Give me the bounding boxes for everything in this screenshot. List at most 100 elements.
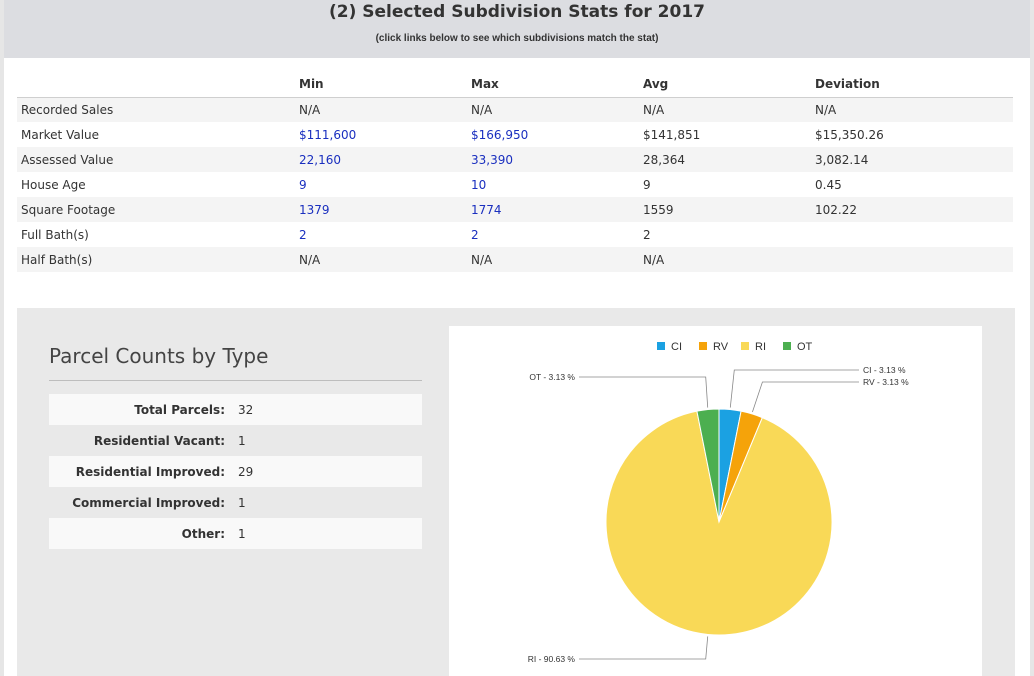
stat-min-cell: $111,600	[295, 122, 467, 147]
legend-label-ci: CI	[671, 341, 682, 353]
column-header-min: Min	[295, 71, 467, 98]
stat-dev-value: 0.45	[815, 177, 842, 192]
stats-row: Assessed Value 22,160 33,390 28,364 3,082.14	[17, 147, 1013, 172]
stat-label: Half Bath(s)	[17, 247, 295, 272]
title-divider	[49, 380, 422, 381]
stats-row: Full Bath(s) 2 2 2	[17, 222, 1013, 247]
stat-max-link[interactable]: 10	[471, 177, 487, 192]
stats-row: House Age 9 10 9 0.45	[17, 172, 1013, 197]
stats-table: Min Max Avg Deviation Recorded Sales N/A N…	[17, 71, 1013, 272]
stats-row: Recorded Sales N/A N/A N/A N/A	[17, 97, 1013, 122]
legend-label-rv: RV	[713, 341, 729, 353]
stat-min-value: N/A	[295, 247, 467, 272]
stat-label: Square Footage	[17, 197, 295, 222]
stats-row: Half Bath(s) N/A N/A N/A	[17, 247, 1013, 272]
page-subtitle: (click links below to see which subdivis…	[375, 33, 659, 44]
parcel-count-row: Other: 1	[49, 518, 422, 549]
stat-avg-value: 28,364	[639, 147, 811, 172]
stat-max-cell: 10	[467, 172, 639, 197]
stat-max-cell: 2	[467, 222, 639, 247]
leader-line-ri	[579, 636, 709, 660]
pie-slice-ri[interactable]	[605, 410, 833, 636]
stat-min-cell: 1379	[295, 197, 467, 222]
stat-min-link[interactable]: $111,600	[299, 127, 357, 142]
parcel-count-row: Commercial Improved: 1	[49, 487, 422, 518]
parcel-count-label: Residential Vacant:	[93, 433, 225, 448]
stat-label: Full Bath(s)	[21, 227, 89, 242]
leader-line-ci	[729, 369, 859, 408]
right-gutter	[1030, 0, 1034, 676]
stat-min-link[interactable]: 9	[299, 177, 307, 192]
left-gutter	[0, 0, 4, 676]
stat-label: Assessed Value	[17, 147, 295, 172]
stat-min-cell: 22,160	[295, 147, 467, 172]
parcel-count-row: Residential Vacant: 1	[49, 425, 422, 456]
stat-max-value: N/A	[467, 97, 639, 122]
stat-min-link[interactable]: 2	[299, 227, 307, 242]
stat-avg-value: 2	[643, 227, 651, 242]
stat-dev-value: $15,350.26	[815, 127, 884, 142]
slice-label-ot: OT - 3.13 %	[529, 372, 575, 382]
stat-dev-value: 102.22	[811, 197, 1013, 222]
parcel-count-value: 1	[238, 526, 246, 541]
page-title: (2) Selected Subdivision Stats for 2017	[328, 2, 705, 22]
parcel-count-label: Total Parcels:	[134, 402, 225, 417]
stat-label: Recorded Sales	[17, 97, 295, 122]
stat-label: House Age	[21, 177, 86, 192]
stat-min-cell: 2	[295, 222, 467, 247]
leader-line-ot	[579, 376, 709, 408]
stat-avg-value: $141,851	[643, 127, 701, 142]
stat-min-value: N/A	[295, 97, 467, 122]
parcel-count-label: Commercial Improved:	[72, 495, 225, 510]
stat-min-link[interactable]: 22,160	[299, 152, 341, 167]
pie-slice-ot[interactable]	[696, 408, 720, 523]
stats-header-row: Min Max Avg Deviation	[17, 71, 1013, 98]
column-header-max: Max	[467, 71, 639, 98]
legend-label-ri: RI	[755, 341, 766, 353]
legend-swatch-rv	[699, 342, 707, 350]
stats-row: Square Footage 1379 1774 1559 102.22	[17, 197, 1013, 222]
legend-swatch-ri	[741, 342, 749, 350]
leader-line-rv	[752, 381, 859, 413]
stat-max-link[interactable]: 1774	[471, 202, 502, 217]
stat-dev-value: 3,082.14	[811, 147, 1013, 172]
stat-max-link[interactable]: 2	[471, 227, 479, 242]
stat-min-cell: 9	[295, 172, 467, 197]
slice-label-ci: CI - 3.13 %	[863, 365, 906, 375]
stat-dev-value	[811, 247, 1013, 272]
stat-label: Market Value	[21, 127, 100, 142]
column-header-avg: Avg	[639, 71, 811, 98]
parcel-count-label: Other:	[181, 526, 225, 541]
slice-label-ri: RI - 90.63 %	[528, 654, 576, 664]
stat-max-cell: $166,950	[467, 122, 639, 147]
parcel-counts-title: Parcel Counts by Type	[49, 344, 269, 368]
legend-label-ot: OT	[797, 341, 813, 353]
stat-dev-value: N/A	[811, 97, 1013, 122]
pie-chart-svg: CI RV RI OT CI - 3.13 % RV - 3.13 % RI - 90.63…	[528, 341, 909, 664]
parcel-count-row: Residential Improved: 29	[49, 456, 422, 487]
parcel-count-row: Total Parcels: 32	[49, 394, 422, 425]
stats-row: Market Value $111,600 $166,950 $141,851 $15,…	[17, 122, 1013, 147]
parcel-counts-list: Total Parcels: 32 Residential Vacant: 1 Resi…	[49, 394, 422, 549]
stat-max-value: N/A	[467, 247, 639, 272]
stat-max-link[interactable]: $166,950	[471, 127, 529, 142]
stat-avg-value: 9	[643, 177, 651, 192]
parcel-count-value: 29	[238, 464, 254, 479]
legend-swatch-ot	[783, 342, 791, 350]
stat-avg-value: 1559	[639, 197, 811, 222]
legend-swatch-ci	[657, 342, 665, 350]
stats-header: (2) Selected Subdivision Stats for 2017 …	[4, 0, 1030, 58]
stat-avg-value: N/A	[639, 247, 811, 272]
stat-min-link[interactable]: 1379	[299, 202, 330, 217]
stat-max-cell: 1774	[467, 197, 639, 222]
column-header	[17, 71, 295, 98]
parcel-count-value: 1	[238, 495, 246, 510]
stat-dev-value	[811, 222, 1013, 247]
stat-avg-value: N/A	[639, 97, 811, 122]
stat-max-link[interactable]: 33,390	[471, 152, 513, 167]
parcel-count-label: Residential Improved:	[75, 464, 225, 479]
slice-label-rv: RV - 3.13 %	[863, 377, 909, 387]
parcel-type-pie-chart: CI RV RI OT CI - 3.13 % RV - 3.13 % RI - 90.63…	[449, 326, 982, 676]
stat-max-cell: 33,390	[467, 147, 639, 172]
parcel-count-value: 32	[238, 402, 254, 417]
